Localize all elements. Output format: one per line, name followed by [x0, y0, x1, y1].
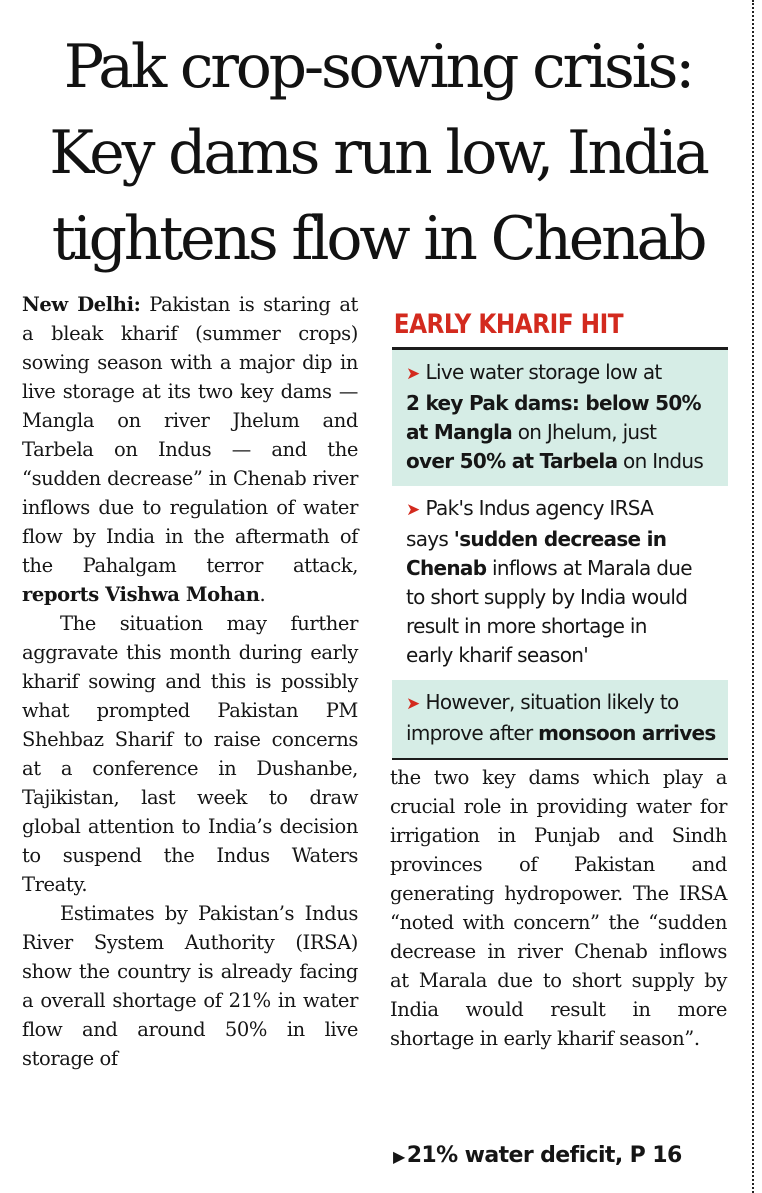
headline: Pak crop-sowing crisis: Key dams run low… — [18, 24, 738, 282]
headline-line-3: tightens flow in Chenab — [51, 204, 708, 274]
red-arrow-icon: ➤ — [406, 364, 420, 384]
red-arrow-icon: ➤ — [406, 500, 420, 520]
dateline: New Delhi: — [22, 293, 141, 316]
column-divider-dotted — [752, 0, 754, 1193]
factbox-early-kharif-hit: EARLY KHARIF HIT ➤ Live water storage low… — [392, 305, 728, 760]
item3-text-1: However, situation likely to — [425, 690, 680, 714]
byline: reports Vishwa Mohan — [22, 583, 260, 606]
item2-text-6: early kharif season' — [406, 643, 589, 667]
item3-bold-1: monsoon arrives — [538, 721, 716, 745]
factbox-item-2: ➤ Pak's Indus agency IRSA says 'sudden dec… — [392, 486, 728, 680]
article-paragraph-3: Estimates by Pakistan’s Indus River Syst… — [22, 902, 358, 1070]
headline-line-2: Key dams run low, India — [49, 118, 710, 188]
item3-text-2: improve after — [406, 721, 539, 745]
factbox-top-rule — [392, 347, 728, 350]
item1-bold-1: 2 key Pak dams: below 50% — [406, 391, 702, 415]
factbox-item-1: ➤ Live water storage low at 2 key Pak dams… — [392, 350, 728, 486]
item1-bold-2: at Mangla — [406, 420, 513, 444]
page-reference-text: 21% water deficit, P 16 — [406, 1143, 683, 1168]
item2-bold-1: 'sudden decrease in — [453, 527, 667, 551]
page-reference: ▶21% water deficit, P 16 — [393, 1141, 682, 1172]
item2-text-2: says — [406, 527, 454, 551]
factbox-item-3: ➤ However, situation likely to improve aft… — [392, 680, 728, 758]
item1-bold-3: over 50% at Tarbela — [406, 449, 618, 473]
article-paragraph-4: the two key dams which play a crucial ro… — [390, 766, 727, 1050]
paragraph-1-text: Pakistan is staring at a bleak kharif (s… — [22, 293, 358, 577]
item2-text-3: inflows at Marala due — [486, 556, 692, 580]
item1-text-1: Live water storage low at — [425, 360, 663, 384]
item2-text-1: Pak's Indus agency IRSA — [425, 496, 654, 520]
item2-text-4: to short supply by India would — [406, 585, 688, 609]
red-arrow-icon: ➤ — [406, 694, 420, 714]
article-column-right: the two key dams which play a crucial ro… — [390, 763, 727, 1053]
article-paragraph-1: New Delhi: Pakistan is staring at a blea… — [22, 290, 358, 609]
factbox-title: EARLY KHARIF HIT — [393, 309, 624, 340]
item2-bold-2: Chenab — [406, 556, 487, 580]
paragraph-1-end: . — [259, 583, 266, 606]
item2-text-5: result in more shortage in — [406, 614, 647, 638]
item1-text-2: on Jhelum, just — [512, 420, 657, 444]
factbox-bottom-rule — [392, 758, 728, 760]
article-column-left: New Delhi: Pakistan is staring at a blea… — [22, 290, 358, 1073]
headline-line-1: Pak crop-sowing crisis: — [63, 32, 696, 102]
article-paragraph-2: The situation may further aggravate this… — [22, 612, 358, 896]
play-arrow-icon: ▶ — [393, 1147, 405, 1166]
item1-text-3: on Indus — [617, 449, 704, 473]
